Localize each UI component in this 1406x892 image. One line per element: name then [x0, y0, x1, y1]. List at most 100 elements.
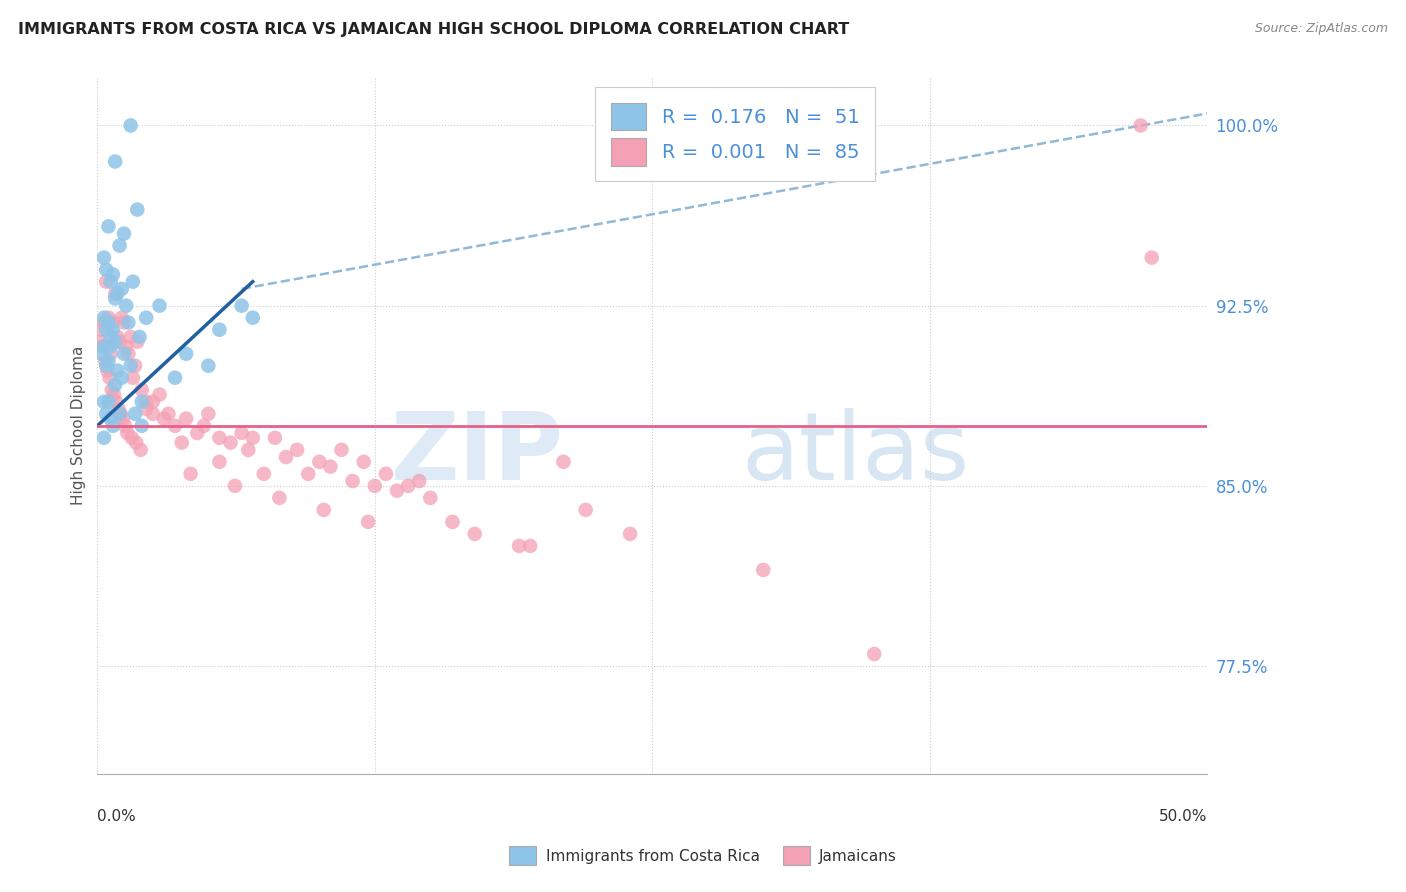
Point: [117, 316, 139, 330]
Point: [125, 435, 148, 450]
Point: [148, 387, 170, 401]
Point: [100, 339, 122, 353]
Point: [101, 316, 124, 330]
Point: [863, 647, 886, 661]
Point: [96, 363, 118, 377]
Point: [193, 418, 215, 433]
Point: [96, 359, 118, 373]
Point: [111, 370, 134, 384]
Point: [103, 387, 125, 401]
Point: [104, 334, 127, 349]
Point: [157, 407, 180, 421]
Point: [94, 354, 117, 368]
Point: [163, 370, 186, 384]
Point: [519, 539, 541, 553]
Point: [319, 459, 342, 474]
Point: [208, 431, 231, 445]
Point: [342, 474, 364, 488]
Point: [312, 503, 335, 517]
Text: 50.0%: 50.0%: [1159, 809, 1208, 824]
Point: [104, 292, 127, 306]
Point: [124, 407, 146, 421]
Point: [396, 479, 419, 493]
Point: [117, 425, 139, 440]
Point: [269, 491, 291, 505]
Point: [357, 515, 380, 529]
Point: [180, 467, 202, 481]
Point: [374, 467, 396, 481]
Point: [231, 425, 253, 440]
Point: [619, 527, 641, 541]
Point: [285, 442, 308, 457]
Point: [114, 418, 136, 433]
Point: [120, 119, 142, 133]
Point: [100, 411, 122, 425]
Point: [93, 316, 115, 330]
Point: [238, 442, 260, 457]
Point: [100, 275, 122, 289]
Text: Source: ZipAtlas.com: Source: ZipAtlas.com: [1254, 22, 1388, 36]
Point: [131, 383, 153, 397]
Point: [441, 515, 464, 529]
Point: [142, 407, 165, 421]
Point: [90, 334, 112, 349]
Point: [752, 563, 775, 577]
Point: [575, 503, 598, 517]
Point: [93, 394, 115, 409]
Point: [98, 370, 121, 384]
Point: [364, 479, 387, 493]
Point: [129, 442, 152, 457]
Point: [135, 310, 157, 325]
Point: [163, 418, 186, 433]
Point: [101, 323, 124, 337]
Point: [553, 455, 575, 469]
Point: [108, 238, 131, 252]
Point: [107, 401, 129, 416]
Point: [112, 316, 135, 330]
Point: [115, 299, 138, 313]
Point: [127, 334, 149, 349]
Point: [90, 347, 112, 361]
Point: [104, 154, 127, 169]
Point: [108, 334, 131, 349]
Point: [112, 347, 135, 361]
Point: [186, 425, 208, 440]
Point: [131, 418, 153, 433]
Point: [93, 431, 115, 445]
Point: [104, 378, 127, 392]
Point: [264, 431, 287, 445]
Point: [508, 539, 530, 553]
Point: [170, 435, 193, 450]
Point: [101, 383, 124, 397]
Text: atlas: atlas: [741, 408, 969, 500]
Point: [93, 310, 115, 325]
Point: [197, 359, 219, 373]
Point: [330, 442, 353, 457]
Point: [91, 339, 114, 353]
Point: [110, 407, 132, 421]
Point: [93, 339, 115, 353]
Point: [219, 435, 242, 450]
Point: [120, 330, 142, 344]
Point: [253, 467, 276, 481]
Point: [153, 411, 176, 425]
Point: [111, 411, 134, 425]
Point: [96, 275, 118, 289]
Point: [419, 491, 441, 505]
Point: [197, 407, 219, 421]
Y-axis label: High School Diploma: High School Diploma: [72, 346, 86, 506]
Point: [297, 467, 319, 481]
Point: [121, 275, 143, 289]
Point: [142, 394, 165, 409]
Point: [96, 407, 118, 421]
Point: [97, 316, 120, 330]
Point: [97, 310, 120, 325]
Legend: R =  0.176   N =  51, R =  0.001   N =  85: R = 0.176 N = 51, R = 0.001 N = 85: [595, 87, 875, 181]
Point: [108, 407, 131, 421]
Point: [101, 418, 124, 433]
Point: [100, 347, 122, 361]
Point: [242, 431, 264, 445]
Point: [90, 323, 112, 337]
Point: [1129, 119, 1152, 133]
Point: [242, 310, 264, 325]
